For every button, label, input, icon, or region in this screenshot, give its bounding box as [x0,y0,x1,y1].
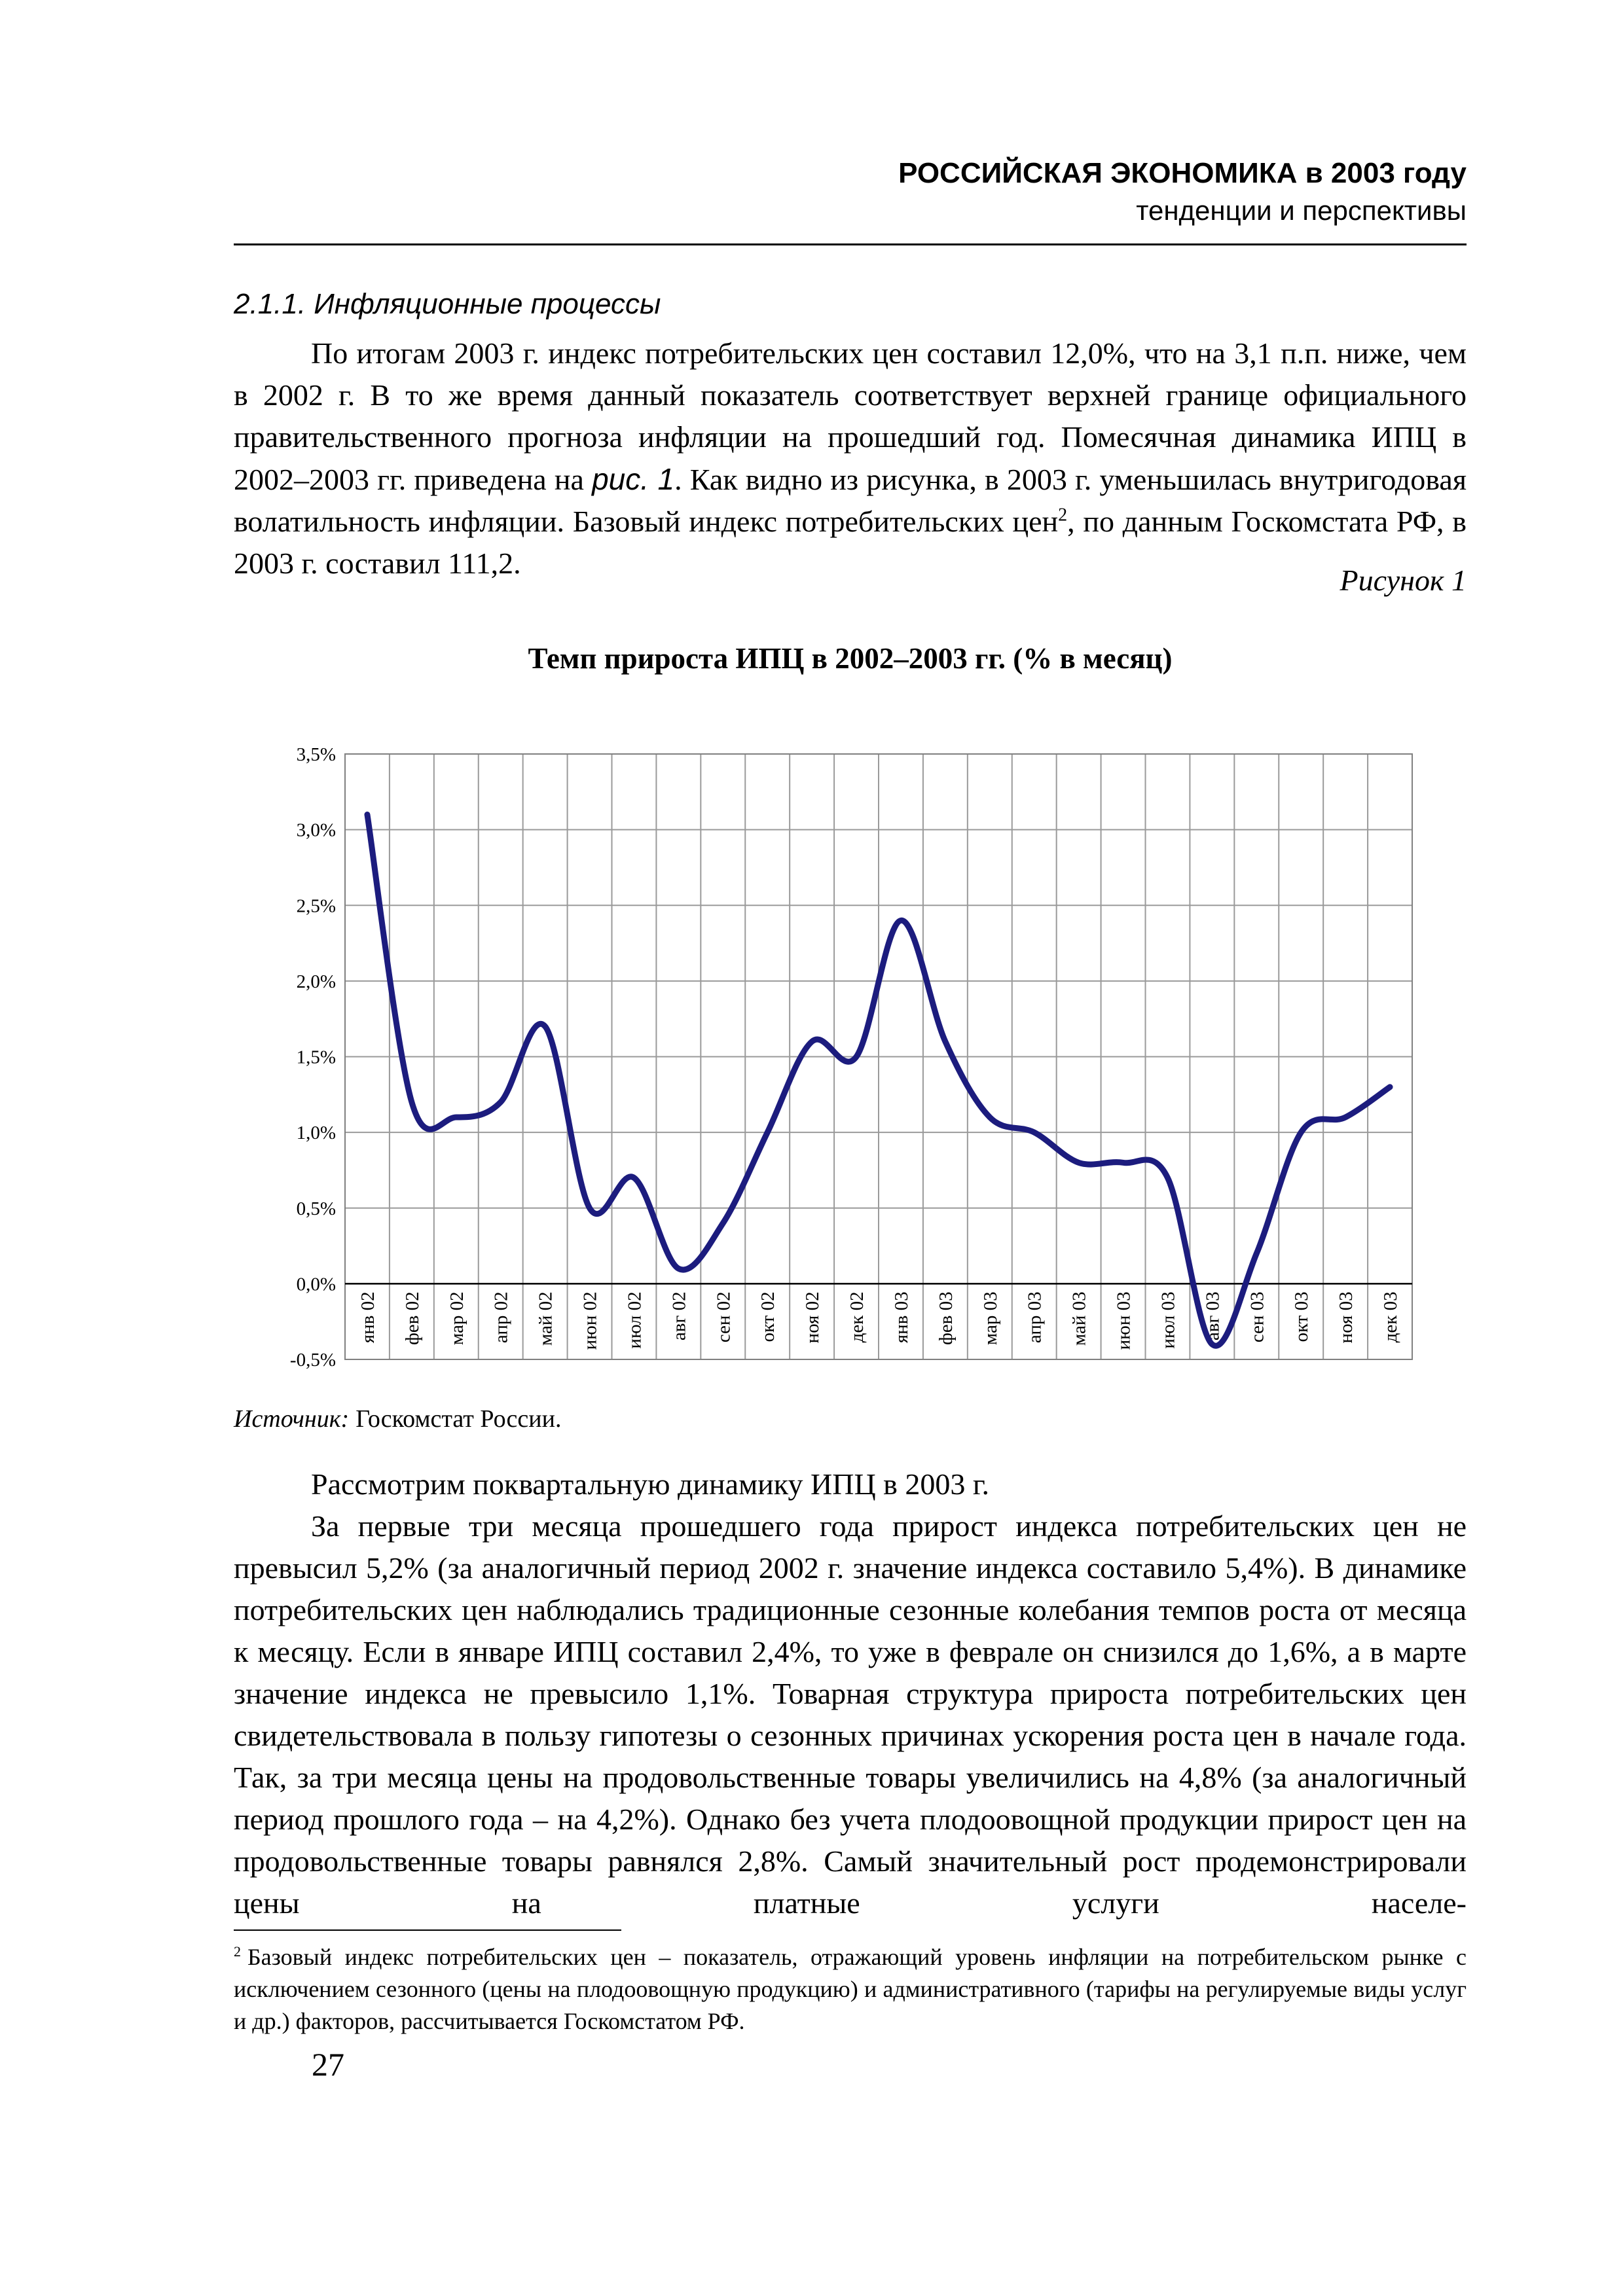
y-tick-label: 3,5% [297,744,336,765]
y-tick-label: -0,5% [290,1350,336,1371]
x-tick-label: апр 03 [1025,1291,1046,1343]
footnote-rule [234,1929,621,1931]
header-rule [234,243,1467,245]
series-line [364,812,1393,1349]
source: Источник: Госкомстат России. [234,1405,561,1433]
footnote-text: Базовый индекс потребительских цен – пок… [234,1944,1467,2034]
paragraph: За первые три месяца прошедшего года при… [234,1509,1467,1920]
footnote-mark: 2 [1058,505,1068,526]
x-tick-label: апр 02 [491,1291,512,1343]
section-title: 2.1.1. Инфляционные процессы [234,288,661,320]
header-title: РОССИЙСКАЯ ЭКОНОМИКА в 2003 году [898,157,1467,189]
text: , по данным Госкомстата РФ, в 2003 г. со… [234,505,1467,580]
text: По итогам 2003 г. индекс потребительских… [234,336,1467,496]
figure-label: Рисунок 1 [1340,564,1467,597]
paragraph: Рассмотрим поквартальную динамику ИПЦ в … [311,1467,990,1501]
y-tick-label: 2,5% [297,895,336,916]
x-tick-label: май 02 [536,1291,556,1346]
x-tick-label: янв 03 [891,1291,912,1343]
chart-title: Темп прироста ИПЦ в 2002–2003 гг. (% в м… [528,642,1173,675]
x-tick-label: дек 02 [847,1291,867,1342]
x-tick-label: окт 02 [757,1291,778,1342]
source-label: Источник: [234,1405,350,1433]
x-tick-label: июл 02 [624,1291,645,1348]
x-tick-label: мар 03 [980,1291,1001,1345]
x-tick-label: июн 02 [580,1291,601,1350]
figure-reference: рис. 1 [592,462,675,496]
x-tick-label: дек 03 [1380,1291,1401,1342]
footnote-mark: 2 [234,1943,241,1960]
x-tick-label: сен 03 [1247,1291,1267,1342]
x-tick-label: май 03 [1069,1291,1090,1346]
x-tick-label: сен 02 [713,1291,734,1342]
plot-border [344,753,1413,1360]
y-tick-label: 0,0% [297,1274,336,1295]
x-tick-label: июл 03 [1158,1291,1178,1348]
x-tick-label: авг 02 [668,1291,689,1340]
y-tick-label: 1,5% [297,1047,336,1068]
text: . Как видно из рисунка, в 2003 г. уменьш… [234,463,1467,538]
x-tick-label: окт 03 [1291,1291,1312,1342]
x-tick-label: мар 02 [447,1291,467,1345]
x-tick-label: янв 02 [357,1291,378,1343]
x-tick-label: фев 03 [936,1291,957,1345]
y-tick-label: 0,5% [297,1198,336,1219]
x-tick-label: июн 03 [1114,1291,1135,1350]
x-tick-label: ноя 03 [1336,1291,1357,1343]
x-tick-label: фев 02 [402,1291,423,1345]
header-subtitle: тенденции и перспективы [1136,195,1467,226]
y-tick-label: 2,0% [297,971,336,992]
footnote: 2 Базовый индекс потребительских цен – по… [234,1941,1467,2037]
source-text: Госкомстат России. [356,1405,562,1433]
y-tick-label: 3,0% [297,820,336,841]
y-tick-label: 1,0% [297,1122,336,1143]
page-number: 27 [312,2046,344,2083]
paragraph: По итогам 2003 г. индекс потребительских… [234,332,1467,584]
x-tick-label: ноя 02 [802,1291,823,1343]
chart: -0,5% 0,0% 0,5% 1,0% 1,5% 2,0% 2,5% 3,0% 3,5% янв… [290,744,1413,1371]
